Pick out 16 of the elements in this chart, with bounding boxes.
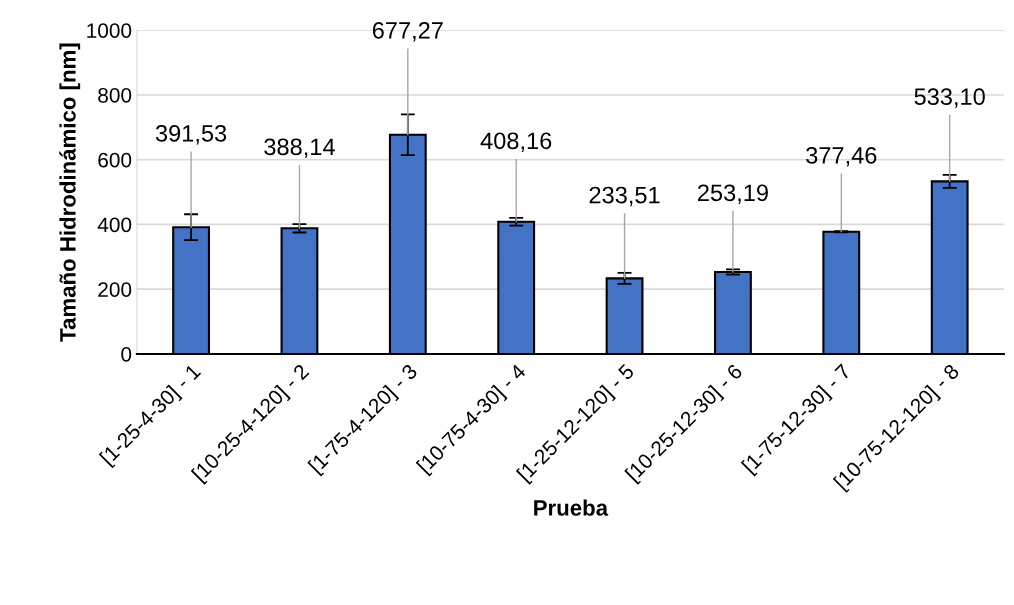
- y-tick-label: 800: [98, 87, 132, 103]
- data-label: 391,53: [155, 124, 227, 145]
- y-tick-label: 200: [98, 282, 132, 297]
- y-tick-label: 400: [97, 217, 132, 233]
- y-axis-title: Tamaño Hidrodinámico [nm]: [59, 43, 81, 342]
- data-label: 677,27: [372, 21, 443, 42]
- data-label: 233,51: [589, 186, 660, 207]
- y-tick-label: 1000: [87, 23, 132, 38]
- y-tick-label: 600: [98, 152, 132, 168]
- y-tick-label: 0: [121, 346, 132, 362]
- data-label: 253,19: [698, 184, 768, 204]
- data-label: 377,46: [806, 146, 877, 167]
- x-axis-title: Prueba: [534, 499, 609, 516]
- data-label: 533,10: [914, 88, 985, 108]
- data-label: 408,16: [480, 132, 552, 152]
- data-label: 388,14: [264, 138, 335, 158]
